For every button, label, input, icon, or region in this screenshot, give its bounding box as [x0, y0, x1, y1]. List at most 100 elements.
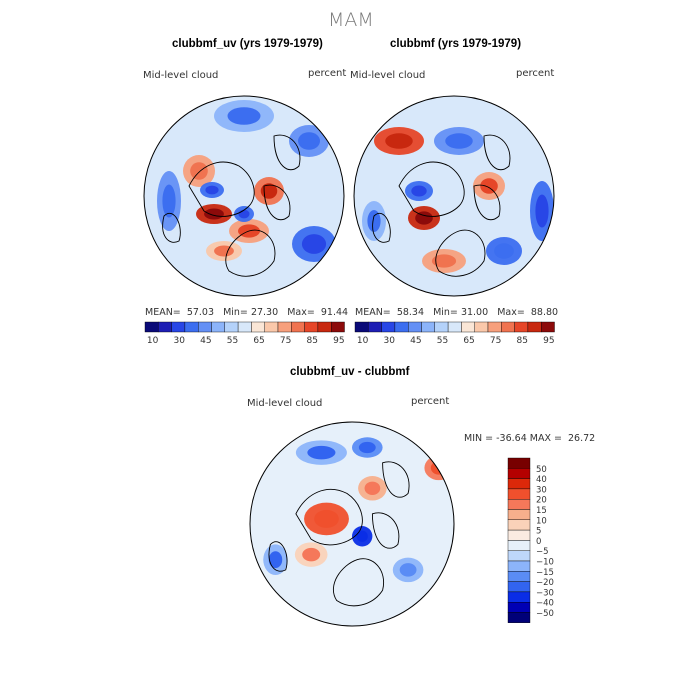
panel1-max: 91.44	[320, 307, 349, 318]
colorbar-tick-label: −15	[536, 568, 554, 578]
colorbar-tick-label: 20	[536, 496, 547, 506]
cloud-anomaly-region	[424, 455, 453, 481]
panel3-title: clubbmf_uv - clubbmf	[290, 366, 410, 378]
colorbar-1: 10 30 45 55 65 75 85 95	[144, 321, 345, 346]
colorbar-tick-label: 85	[517, 336, 528, 346]
colorbar-swatch	[277, 321, 292, 333]
panel3-units-label: percent	[411, 396, 450, 407]
coastline	[188, 161, 255, 217]
cloud-anomaly-core	[535, 194, 549, 228]
cloud-anomaly-core	[399, 563, 417, 577]
panel1-stats: MEAN= 57.03 Min= 27.30 Max= 91.44	[145, 307, 348, 318]
colorbar-tick-label: 75	[490, 336, 501, 346]
colorbar-swatch	[541, 321, 555, 333]
colorbar-swatch	[527, 321, 542, 333]
coastline	[162, 213, 181, 243]
colorbar-swatch	[421, 321, 436, 333]
colorbar-tick-label: 5	[536, 527, 541, 537]
cloud-anomaly-core	[227, 107, 261, 125]
colorbar-tick-label: 55	[437, 336, 448, 346]
map-border	[143, 95, 345, 297]
figure-title: MAM	[328, 9, 374, 31]
colorbar-swatch	[507, 571, 531, 582]
panel1-units-label: percent	[308, 68, 347, 79]
cloud-anomaly-core	[431, 254, 457, 268]
coastline	[295, 489, 363, 546]
map-field-3	[250, 422, 454, 626]
colorbar-swatch	[381, 321, 396, 333]
panel3-stats: MIN = -36.64 MAX = 26.72	[464, 433, 595, 444]
cloud-anomaly-core	[385, 133, 413, 149]
panel3-variable-label: Mid-level cloud	[247, 398, 323, 409]
coastline	[332, 558, 385, 607]
colorbar-swatch	[507, 509, 531, 521]
panel3-min-label: MIN =	[464, 433, 494, 444]
map-field-1	[144, 96, 344, 296]
map-border	[353, 95, 555, 297]
colorbar-swatch	[447, 321, 462, 333]
panel1-mean: 57.03	[186, 307, 215, 318]
colorbar-swatch	[507, 550, 531, 562]
colorbar-swatch	[144, 321, 159, 333]
colorbar-swatch	[507, 529, 531, 541]
colorbar-tick-label: −50	[536, 609, 554, 619]
colorbar-tick-label: 95	[333, 336, 344, 346]
panel2-units-label: percent	[516, 68, 555, 79]
colorbar-tick-label: 55	[227, 336, 238, 346]
colorbar-tick-label: −30	[536, 588, 554, 598]
colorbar-swatch	[507, 478, 531, 490]
colorbar-swatch	[507, 602, 531, 613]
colorbar-swatch	[507, 488, 531, 500]
panel2-title: clubbmf (yrs 1979-1979)	[390, 38, 522, 50]
coastline	[483, 134, 511, 171]
cloud-anomaly-core	[301, 234, 327, 254]
colorbar-swatch	[184, 321, 199, 333]
colorbar-swatch	[171, 321, 186, 333]
colorbar-tick-label: 30	[536, 485, 547, 495]
colorbar-swatch	[474, 321, 489, 333]
colorbar-tick-label: 10	[357, 336, 369, 346]
coastline	[225, 229, 276, 277]
coastline	[263, 184, 291, 221]
colorbar-swatch	[507, 591, 531, 603]
colorbar-swatch	[514, 321, 529, 333]
colorbar-tick-label: 65	[253, 336, 264, 346]
map-border	[249, 421, 455, 627]
colorbar-swatch	[331, 321, 345, 333]
cloud-anomaly-core	[480, 178, 498, 194]
panel2-mean-label: MEAN=	[355, 307, 391, 318]
panel1-max-label: Max=	[287, 307, 315, 318]
panel2-stats: MEAN= 58.34 Min= 31.00 Max= 88.80	[355, 307, 558, 318]
panel1-min-label: Min=	[223, 307, 248, 318]
coastline	[435, 229, 486, 277]
cloud-anomaly-core	[205, 185, 219, 195]
cloud-anomaly-core	[364, 481, 381, 496]
colorbar-swatch	[197, 321, 212, 333]
colorbar-2: 10 30 45 55 65 75 85 95	[354, 321, 555, 346]
coastline	[268, 541, 288, 572]
panel1-title: clubbmf_uv (yrs 1979-1979)	[172, 38, 323, 50]
colorbar-swatch	[394, 321, 409, 333]
colorbar-swatch	[487, 321, 502, 333]
cloud-anomaly-core	[307, 445, 336, 460]
panel3-max-label: MAX =	[529, 433, 562, 444]
cloud-anomaly-core	[190, 162, 208, 180]
map-panel-3	[249, 421, 455, 627]
colorbar-tick-label: 45	[200, 336, 211, 346]
panel2-mean: 58.34	[396, 307, 425, 318]
cloud-anomaly-core	[430, 461, 447, 475]
colorbar-swatch	[434, 321, 449, 333]
coastline	[372, 213, 391, 243]
map-background	[250, 422, 454, 626]
colorbar-swatch	[507, 457, 531, 469]
colorbar-swatch	[461, 321, 475, 333]
colorbar-tick-label: 50	[536, 465, 547, 475]
panel1-mean-label: MEAN=	[145, 307, 181, 318]
colorbar-tick-label: 65	[463, 336, 474, 346]
colorbar-tick-label: 45	[410, 336, 421, 346]
colorbar-swatch	[304, 321, 319, 333]
cloud-anomaly-core	[415, 211, 433, 225]
cloud-anomaly-core	[494, 243, 514, 259]
coastline	[273, 134, 301, 171]
cloud-anomaly-core	[411, 185, 427, 197]
